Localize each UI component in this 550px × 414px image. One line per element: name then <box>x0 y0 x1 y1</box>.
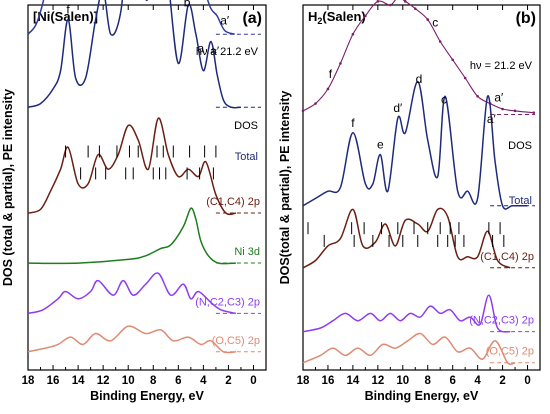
panel-letter: (a) <box>242 10 262 27</box>
peak-label-dos: a <box>198 42 205 56</box>
x-tick-label: 2 <box>499 375 505 387</box>
x-tick-label: 16 <box>322 375 335 387</box>
x-tick-label: 14 <box>72 375 85 387</box>
series-pe-point <box>301 109 305 113</box>
panel-title: [Ni(Salen)] <box>33 9 98 24</box>
peak-label-pe: c <box>432 16 438 30</box>
series-pe-point <box>389 3 392 7</box>
x-tick-label: 6 <box>175 375 181 387</box>
x-tick-label: 6 <box>449 375 455 387</box>
x-tick-label: 14 <box>346 375 359 387</box>
series-label-ni-3d: Ni 3d <box>234 246 260 258</box>
dos-label: DOS <box>508 140 532 152</box>
x-tick-label: 10 <box>396 375 409 387</box>
series-pe-point <box>501 107 504 111</box>
y-axis-label: DOS(total & partial), PE intensity <box>278 91 292 285</box>
series-pe-point <box>376 0 380 3</box>
total-label: Total <box>235 151 258 163</box>
photon-energy: hν = 21.2 eV <box>196 46 259 58</box>
peak-label-dos: a′ <box>487 112 497 126</box>
series-n-c2-c3-2p-line <box>302 294 511 333</box>
series-ni-3d-line <box>27 207 236 265</box>
series-pe-point <box>476 94 479 98</box>
series-pe-point <box>364 14 367 18</box>
series-pe-point <box>513 109 517 113</box>
series-label-n-c2-c3-2p: (N,C2,C3) 2p <box>195 296 260 308</box>
series-c1-c4-2p-line <box>27 117 237 216</box>
series-total-line <box>27 0 241 109</box>
series-c1-c4-2p-line <box>302 207 511 269</box>
photon-energy: hν = 21.2 eV <box>470 60 533 72</box>
series-total-line <box>302 80 528 210</box>
x-tick-label: 12 <box>371 375 384 387</box>
x-tick-label: 4 <box>474 375 481 387</box>
x-tick-label: 0 <box>250 375 256 387</box>
peak-label-dos: b <box>184 0 191 9</box>
x-tick-label: 18 <box>297 375 310 387</box>
series-label-o-c5-2p: (O,C5) 2p <box>212 335 260 347</box>
peak-label-dos: c <box>441 93 447 107</box>
x-tick-label: 8 <box>425 375 432 387</box>
series-pe-point <box>314 102 317 105</box>
series-pe-point <box>463 76 467 80</box>
x-tick-label: 8 <box>150 375 157 387</box>
x-tick-label: 4 <box>200 375 207 387</box>
total-label: Total <box>509 195 532 207</box>
x-tick-label: 10 <box>122 375 135 387</box>
plot-frame <box>302 4 541 371</box>
series-pe-point <box>438 40 442 43</box>
x-axis-label: Binding Energy, eV <box>90 389 204 403</box>
peak-label-pe: a′ <box>494 90 504 104</box>
series-o-c5-2p-line <box>27 325 236 354</box>
panel-b: 18 16 14 12 10 8 6 4 2 0 Binding Energy, eV DOS(tot… <box>278 0 541 403</box>
series-pe-point <box>413 7 417 10</box>
peak-label-dos: e <box>377 138 384 152</box>
series-pe-point <box>326 87 330 91</box>
series-pe-point <box>532 111 536 114</box>
series-pe-point <box>426 18 430 21</box>
series-n-c2-c3-2p-line <box>27 272 237 315</box>
series-o-c5-2p-line <box>302 332 516 366</box>
x-tick-label: 16 <box>47 375 60 387</box>
dos-label: DOS <box>234 120 258 132</box>
series-pe-point <box>351 32 355 36</box>
y-axis-label: DOS (total & partial), PE intensity <box>1 89 15 286</box>
peak-label-dos: d′ <box>393 101 403 115</box>
panel-title: H2(Salen) <box>308 9 366 26</box>
x-tick-label: 2 <box>225 375 231 387</box>
peak-label-dos: f <box>351 116 355 130</box>
series-pe-point <box>403 0 407 3</box>
panel-a: 18 16 14 12 10 8 6 4 2 0 Binding Energy, eV DOS (to… <box>1 0 267 403</box>
peak-label-dos: a′ <box>210 44 220 58</box>
series-label-c1-c4-2p: (C1,C4) 2p <box>206 196 260 208</box>
peak-label-dos: f <box>66 3 70 17</box>
x-tick-label: 18 <box>22 375 35 387</box>
peak-label-dos: d <box>416 72 423 86</box>
series-label-o-c5-2p: (O,C5) 2p <box>486 346 534 358</box>
x-tick-label: 0 <box>524 375 530 387</box>
series-label-n-c2-c3-2p: (N,C2,C3) 2p <box>469 315 534 327</box>
peak-label-pe: f <box>329 67 333 81</box>
series-label-c1-c4-2p: (C1,C4) 2p <box>480 251 534 263</box>
panel-letter: (b) <box>516 10 536 27</box>
peak-label-pe: a′ <box>220 14 230 28</box>
x-tick-label: 12 <box>97 375 110 387</box>
series-pe-point <box>451 58 454 62</box>
x-axis-label: Binding Energy, eV <box>365 389 479 403</box>
plot-frame <box>27 4 267 371</box>
series-pe-point <box>339 62 342 65</box>
